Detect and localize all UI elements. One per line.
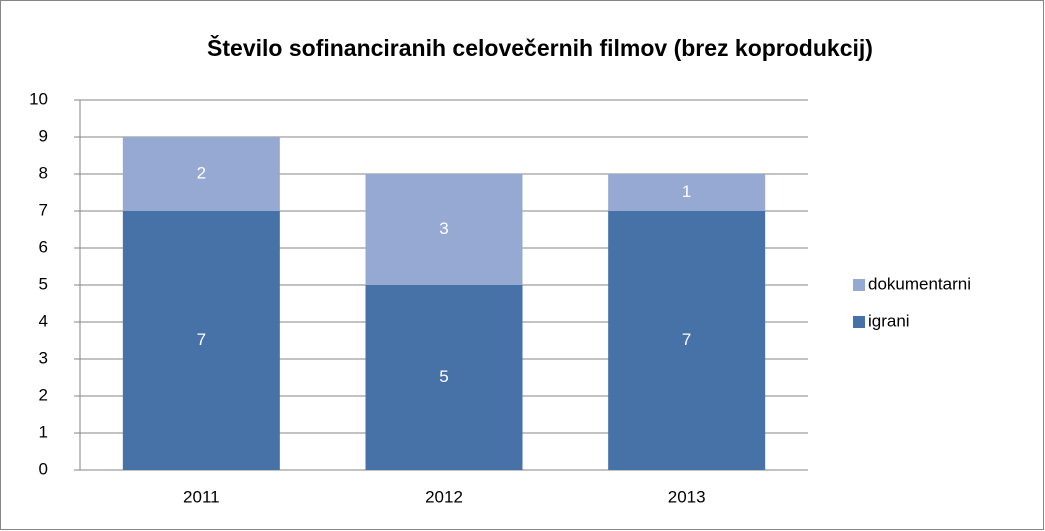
chart-title: Število sofinanciranih celovečernih film… xyxy=(207,34,873,61)
x-tick-label: 2013 xyxy=(668,487,706,506)
data-label: 2 xyxy=(197,163,206,182)
data-label: 7 xyxy=(682,330,691,349)
x-tick-label: 2012 xyxy=(425,487,463,506)
data-label: 3 xyxy=(439,219,448,238)
y-tick-label: 8 xyxy=(39,163,48,182)
legend-label: igrani xyxy=(868,311,910,330)
y-tick-label: 6 xyxy=(39,237,48,256)
data-label: 5 xyxy=(439,367,448,386)
bar-segment xyxy=(608,174,766,211)
legend-swatch xyxy=(853,279,865,291)
y-tick-label: 0 xyxy=(39,459,48,478)
data-label: 1 xyxy=(682,182,691,201)
legend-swatch xyxy=(853,316,865,328)
y-tick-label: 10 xyxy=(29,89,48,108)
y-tick-label: 9 xyxy=(39,126,48,145)
x-tick-label: 2011 xyxy=(183,487,220,506)
y-tick-label: 4 xyxy=(39,311,48,330)
y-tick-label: 5 xyxy=(39,274,48,293)
data-label: 7 xyxy=(197,330,206,349)
bar-segment xyxy=(365,174,523,285)
bar-segment xyxy=(608,211,766,470)
bar-segment xyxy=(365,285,523,470)
bar-segment xyxy=(122,137,280,211)
y-tick-label: 7 xyxy=(39,200,48,219)
legend-label: dokumentarni xyxy=(868,274,971,293)
y-tick-label: 1 xyxy=(39,422,48,441)
y-tick-label: 3 xyxy=(39,348,48,367)
y-tick-label: 2 xyxy=(39,385,48,404)
bar-segment xyxy=(122,211,280,470)
